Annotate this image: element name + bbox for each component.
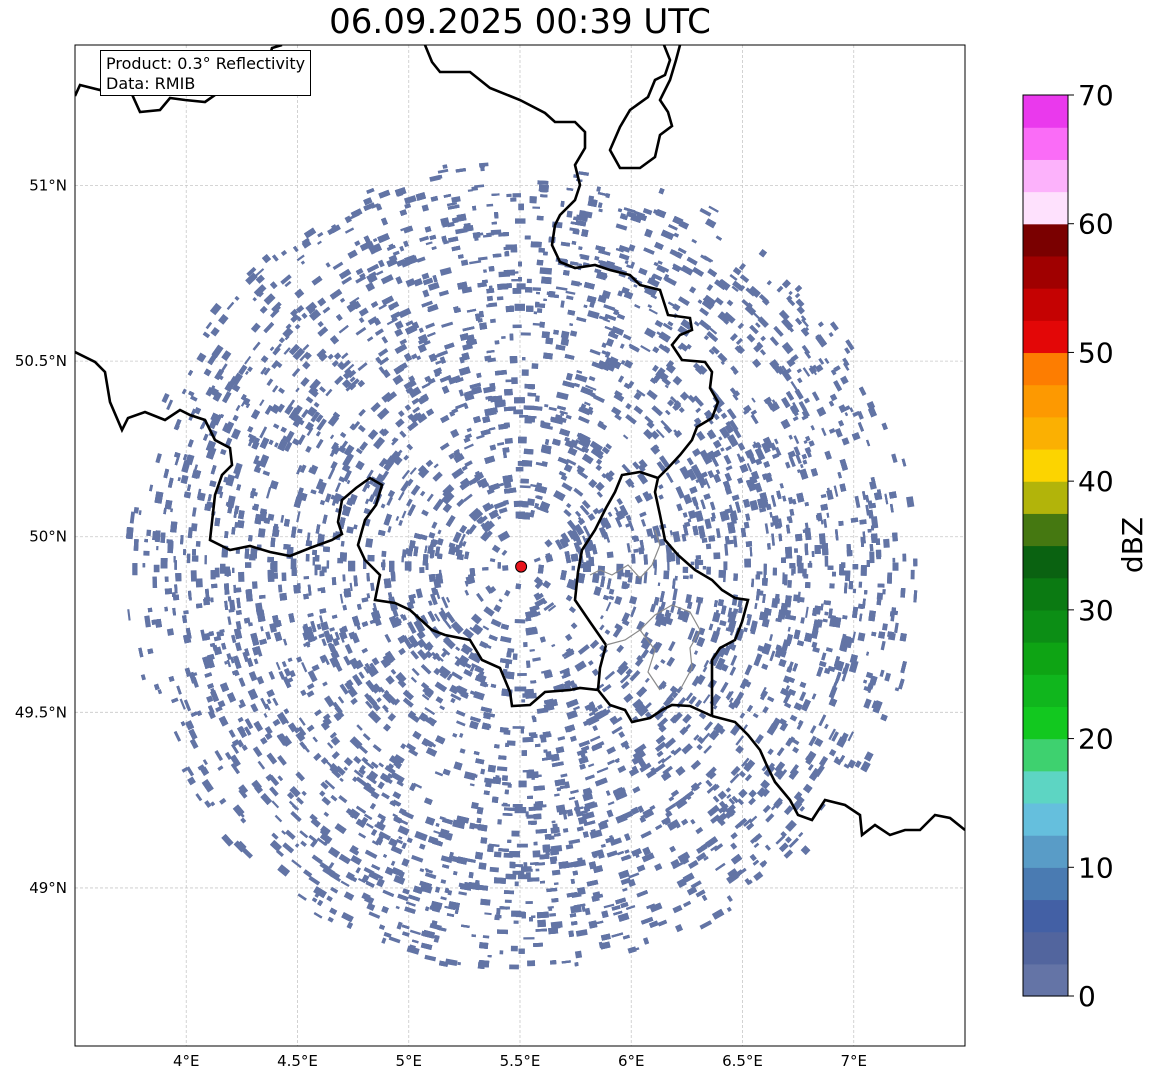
colorbar-segment — [1023, 448, 1068, 482]
colorbar-segment — [1023, 223, 1068, 257]
y-tick-label: 50.5°N — [15, 352, 67, 370]
regional-border-1 — [589, 529, 661, 579]
colorbar-tick-label: 10 — [1078, 851, 1114, 884]
x-tick-label: 4°E — [173, 1052, 200, 1070]
colorbar-segment — [1023, 577, 1068, 611]
colorbar-segment — [1023, 320, 1068, 354]
colorbar-segment — [1023, 255, 1068, 289]
data-source-label: Data: RMIB — [106, 74, 196, 93]
product-info-box: Product: 0.3° Reflectivity Data: RMIB — [100, 50, 312, 96]
colorbar-segment — [1023, 416, 1068, 450]
map-grid — [75, 45, 965, 1046]
product-label: Product: 0.3° Reflectivity — [106, 54, 306, 73]
colorbar-segment — [1023, 352, 1068, 386]
map-title: 06.09.2025 00:39 UTC — [329, 2, 711, 42]
axis-ticks: 4°E 4.5°E 5°E 5.5°E 6°E 6.5°E 7°E 49°N 49.5°N 50°… — [15, 176, 867, 1070]
colorbar-segment — [1023, 770, 1068, 804]
colorbar-ticks: 0 10 20 30 40 50 60 70 — [1068, 80, 1114, 1013]
colorbar-segment — [1023, 738, 1068, 772]
colorbar-tick-label: 0 — [1078, 980, 1096, 1013]
colorbar-segment — [1023, 513, 1068, 547]
colorbar-segment — [1023, 95, 1068, 128]
y-tick-label: 50°N — [29, 528, 67, 546]
colorbar-segment — [1023, 867, 1068, 901]
regional-border-3 — [639, 629, 661, 691]
colorbar-segment — [1023, 899, 1068, 933]
colorbar-label: dBZ — [1116, 517, 1149, 573]
radar-map: 4°E 4.5°E 5°E 5.5°E 6°E 6.5°E 7°E 49°N 49.5°N 50°… — [15, 44, 966, 1070]
colorbar-frame — [1022, 94, 1069, 997]
x-tick-label: 5.5°E — [500, 1052, 541, 1070]
colorbar-segments — [1023, 95, 1068, 997]
colorbar-segment — [1023, 674, 1068, 707]
x-tick-label: 7°E — [840, 1052, 867, 1070]
regional-border-2 — [605, 604, 701, 691]
colorbar-segment — [1023, 931, 1068, 965]
colorbar-tick-label: 40 — [1078, 465, 1114, 498]
colorbar-segment — [1023, 545, 1068, 579]
colorbar-segment — [1023, 288, 1068, 321]
y-tick-label: 49.5°N — [15, 703, 67, 721]
border-germany-luxembourg-east — [653, 477, 750, 716]
colorbar-segment — [1023, 159, 1068, 193]
border-belgium-france — [75, 350, 713, 724]
map-frame — [74, 44, 966, 1047]
colorbar-segment — [1023, 609, 1068, 643]
x-tick-label: 6.5°E — [722, 1052, 763, 1070]
colorbar-tick-label: 30 — [1078, 594, 1114, 627]
colorbar-segment — [1023, 384, 1068, 418]
colorbar-tick-label: 20 — [1078, 723, 1114, 756]
colorbar-segment — [1023, 963, 1068, 997]
colorbar-segment — [1023, 642, 1068, 675]
dbz-colorbar: 0 10 20 30 40 50 60 70 dBZ — [1022, 80, 1149, 1013]
y-tick-label: 51°N — [29, 176, 67, 194]
border-germany-netherlands-east — [608, 45, 682, 170]
colorbar-tick-label: 70 — [1078, 80, 1114, 112]
colorbar-segment — [1023, 835, 1068, 868]
colorbar-segment — [1023, 802, 1068, 836]
colorbar-segment — [1023, 706, 1068, 740]
radar-site-marker[interactable] — [515, 560, 528, 573]
x-tick-label: 5°E — [395, 1052, 422, 1070]
radar-echoes — [126, 162, 918, 970]
y-tick-label: 49°N — [29, 879, 67, 897]
border-netherlands-germany — [423, 45, 720, 479]
colorbar-segment — [1023, 191, 1068, 225]
x-tick-label: 4.5°E — [277, 1052, 318, 1070]
colorbar-segment — [1023, 481, 1068, 514]
colorbar-tick-label: 50 — [1078, 336, 1114, 369]
colorbar-segment — [1023, 127, 1068, 160]
colorbar-tick-label: 60 — [1078, 208, 1114, 241]
border-germany-france — [711, 714, 965, 838]
x-tick-label: 6°E — [618, 1052, 645, 1070]
